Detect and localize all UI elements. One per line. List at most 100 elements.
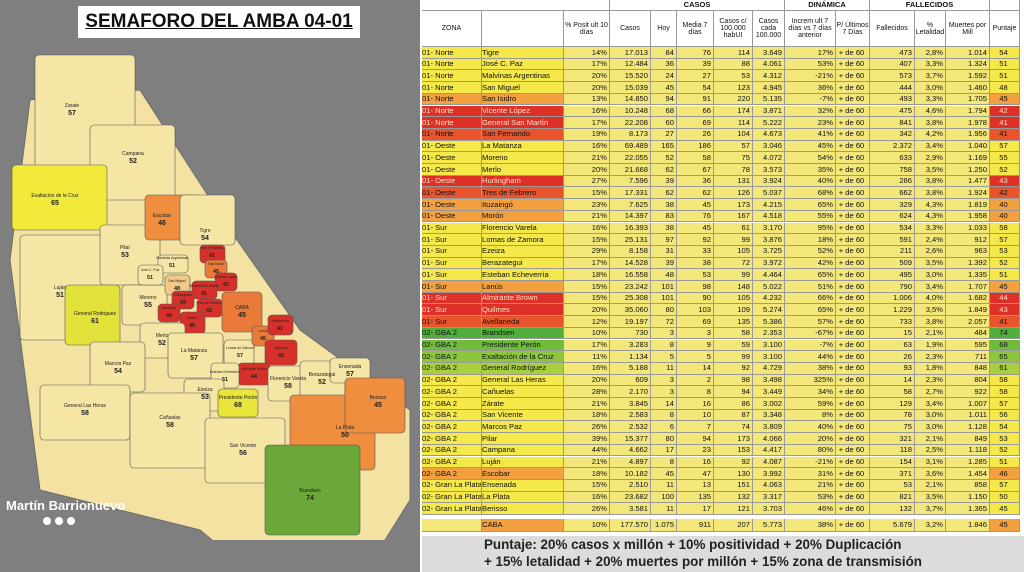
value-cell: 5.274 [753, 304, 785, 317]
column-header: Casos c/ 100.000 habUI [714, 11, 753, 47]
value-cell: 84 [651, 47, 677, 59]
region [264, 339, 298, 366]
zona-cell: 01- Sur [422, 257, 482, 270]
value-cell: 10.182 [610, 468, 651, 480]
value-cell: 20% [564, 164, 610, 176]
municipio-cell: Quilmes [482, 304, 564, 317]
value-cell: 16% [564, 222, 610, 235]
value-cell: 20% [564, 374, 610, 387]
value-cell: 342 [870, 128, 915, 141]
value-cell: 21% [564, 152, 610, 164]
region [217, 388, 259, 418]
municipio-cell: Zárate [482, 398, 564, 410]
region-name: Vicente Lopez [215, 275, 237, 279]
region [157, 303, 181, 323]
value-cell: 19% [564, 128, 610, 141]
value-cell: + de 60 [836, 245, 870, 258]
value-cell: 1,8% [915, 362, 946, 375]
municipio-cell: Ituzaingó [482, 199, 564, 211]
municipio-cell: San Isidro [482, 93, 564, 106]
municipio-cell: Luján [482, 456, 564, 469]
municipio-cell: Lomas de Zamora [482, 234, 564, 246]
value-cell: 11 [651, 362, 677, 375]
value-cell: 16% [564, 105, 610, 118]
value-cell: 38 [677, 257, 714, 270]
value-cell: 21% [785, 479, 836, 492]
value-cell: 63 [870, 339, 915, 352]
value-cell: 98 [714, 374, 753, 387]
value-cell: 3.581 [610, 503, 651, 515]
value-cell: 730 [610, 327, 651, 340]
municipio-cell: Tres de Febrero [482, 187, 564, 200]
value-cell: 3.703 [753, 503, 785, 515]
value-cell: 19.197 [610, 316, 651, 328]
value-cell: 3.876 [753, 234, 785, 246]
municipio-cell: Morón [482, 210, 564, 223]
value-cell: + de 60 [836, 187, 870, 200]
region-score: 52 [129, 158, 137, 165]
value-cell: 2.372 [870, 140, 915, 153]
value-cell: 174 [714, 105, 753, 118]
municipio-cell: General Rodríguez [482, 362, 564, 375]
region-score: 45 [213, 269, 219, 275]
value-cell: 78 [870, 409, 915, 422]
region-score: 41 [277, 326, 283, 332]
value-cell: 3,7% [915, 70, 946, 83]
value-cell: 5.679 [870, 519, 915, 532]
value-cell: 17 [677, 503, 714, 515]
value-cell: 87 [714, 409, 753, 422]
region-name: San Vicente [230, 443, 257, 449]
value-cell: 100 [651, 491, 677, 504]
value-cell: 38 [651, 199, 677, 211]
municipio-cell: San Vicente [482, 409, 564, 422]
value-cell: 2,3% [915, 374, 946, 387]
municipio-cell: Ensenada [482, 479, 564, 492]
value-cell: -21% [785, 456, 836, 469]
value-cell: 4,6% [915, 105, 946, 118]
region-score: 57 [346, 371, 354, 378]
value-cell: 92 [714, 456, 753, 469]
value-cell: 595 [946, 339, 990, 352]
value-cell: 821 [870, 491, 915, 504]
value-cell: 3.972 [753, 257, 785, 270]
value-cell: 1.454 [946, 468, 990, 480]
region-score: 45 [238, 312, 246, 319]
footer-line: + 15% letalidad + 20% muertes por millón… [484, 554, 922, 569]
value-cell: -67% [785, 327, 836, 340]
region-name: Pilar [120, 245, 130, 251]
region-score: 45 [260, 336, 266, 342]
value-cell: 1.285 [946, 456, 990, 469]
value-cell: 9 [677, 339, 714, 352]
value-cell: 153 [714, 444, 753, 457]
value-cell: 27% [564, 175, 610, 188]
value-cell: 2,8% [915, 47, 946, 59]
column-header: % Letalidad [915, 11, 946, 47]
value-cell: 54% [785, 152, 836, 164]
value-cell: 46% [785, 503, 836, 515]
value-cell: 16.558 [610, 269, 651, 281]
value-cell: 4.232 [753, 292, 785, 305]
value-cell: 38% [785, 519, 836, 532]
region-name: Avellaneda [271, 319, 288, 323]
municipio-cell: La Plata [482, 491, 564, 504]
region-name: Cañuelas [159, 415, 181, 421]
zona-cell: 02- Gran La Plata [422, 479, 482, 492]
municipio-cell: Escobar [482, 468, 564, 480]
zona-cell: 02- GBA 2 [422, 327, 482, 340]
value-cell: 75 [714, 152, 753, 164]
column-header: Puntaje [990, 11, 1020, 47]
score-cell: 57 [990, 140, 1020, 153]
value-cell: 15.377 [610, 433, 651, 445]
value-cell: + de 60 [836, 519, 870, 532]
zona-cell: 02- GBA 2 [422, 456, 482, 469]
value-cell: 1,9% [915, 339, 946, 352]
value-cell: + de 60 [836, 292, 870, 305]
region-score: 57 [190, 355, 198, 362]
value-cell: 76 [677, 210, 714, 223]
value-cell: + de 60 [836, 468, 870, 480]
column-header: Fallecidos [870, 11, 915, 47]
value-cell: 15% [564, 234, 610, 246]
value-cell: 3,8% [915, 175, 946, 188]
zona-cell: 02- GBA 2 [422, 468, 482, 480]
